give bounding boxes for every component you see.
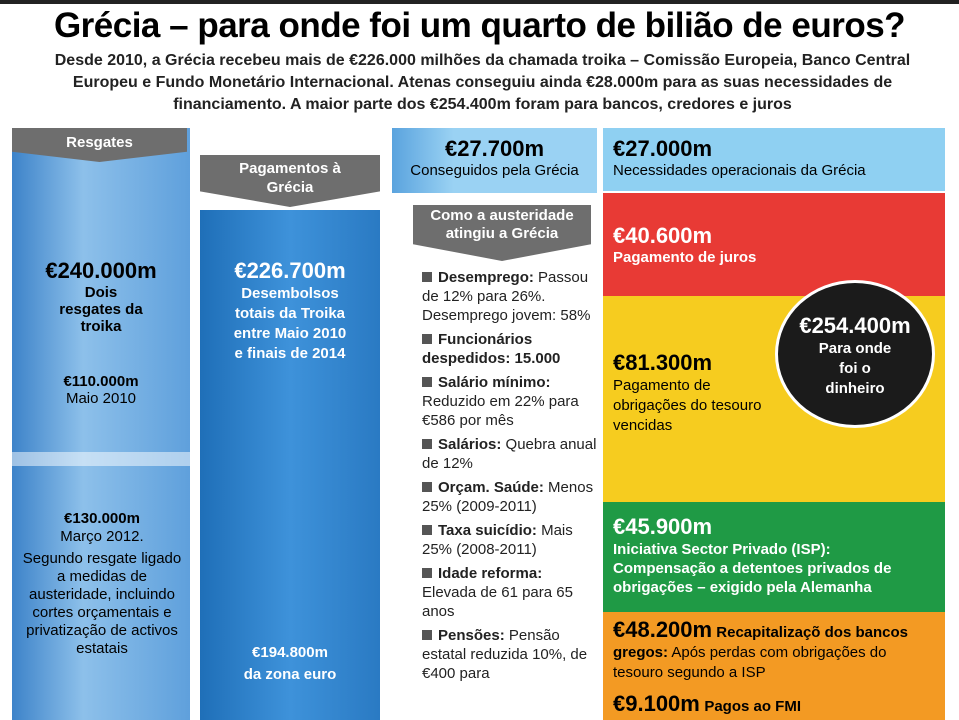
payments-label: Pagamentos à Grécia — [200, 155, 380, 207]
label: Recapitalizaçõ dos bancos gregos: — [613, 624, 908, 661]
bullet — [422, 439, 432, 449]
austerity-item: Desemprego: Passou de 12% para 26%. Dese… — [422, 268, 598, 325]
eurozone: €194.800m da zona euro — [200, 642, 380, 686]
item-label: Idade reforma: — [438, 565, 543, 582]
date: Maio 2010 — [65, 390, 137, 407]
austerity-item: Pensões: Pensão estatal reduzida 10%, de… — [422, 626, 598, 683]
bullet — [422, 377, 432, 387]
desc: Pagamento de obrigações do tesouro venci… — [613, 377, 762, 434]
item-label: Salário mínimo: — [438, 374, 551, 391]
item-text: Passou de 12% para 26%. Desemprego jovem… — [422, 269, 591, 324]
desc: Segundo resgate ligado a medidas de aust… — [22, 550, 182, 657]
item-label: Taxa suicídio: — [438, 522, 537, 539]
dest-interest: €40.600m Pagamento de juros — [603, 193, 945, 296]
amount: €226.700m — [234, 258, 346, 283]
bailout-block: €240.000m Dois resgates da troika €110.0… — [12, 258, 190, 407]
second-bailout: €130.000m Março 2012. Segundo resgate li… — [22, 510, 182, 658]
austerity-item: Salários: Quebra anual de 12% — [422, 435, 598, 473]
desc: Para onde foi o dinheiro — [818, 340, 892, 397]
amount: €48.200m — [613, 617, 713, 642]
item-text: Elevada de 61 para 65 anos — [422, 584, 573, 620]
austerity-label: Como a austeridade atingiu a Grécia — [413, 205, 591, 261]
total-circle: €254.400m Para onde foi o dinheiro — [775, 280, 935, 428]
amount: €130.000m — [64, 510, 140, 527]
desc: Conseguidos pela Grécia — [410, 162, 579, 179]
ribbon-fold — [12, 452, 190, 466]
amount: €110.000m — [63, 373, 139, 390]
item-label: Salários: — [438, 436, 502, 453]
item-text: Reduzido em 22% para €586 por mês — [422, 393, 579, 429]
desc: Dois resgates da troika — [59, 284, 143, 335]
bullet — [422, 568, 432, 578]
item-label: Pensões: — [438, 627, 505, 644]
amount: €9.100m — [613, 691, 700, 716]
austerity-item: Funcionários despedidos: 15.000 — [422, 330, 598, 368]
dest-psi: €45.900m Iniciativa Sector Privado (ISP)… — [603, 502, 945, 612]
bullet — [422, 630, 432, 640]
desc: Após perdas com obrigações do tesouro se… — [613, 644, 887, 681]
payments-ribbon — [200, 210, 380, 720]
amount: €27.700m — [444, 136, 545, 161]
item-text: Pensão estatal reduzida 10%, de €400 par… — [422, 627, 588, 682]
amount: €240.000m — [45, 258, 157, 283]
date: Março 2012. — [60, 528, 144, 545]
desc: Desembolsos totais da Troika entre Maio … — [233, 285, 347, 362]
item-text: Quebra anual de 12% — [422, 436, 597, 472]
item-text: Menos 25% (2009-2011) — [422, 479, 594, 515]
bullet — [422, 334, 432, 344]
desc: da zona euro — [243, 666, 337, 683]
dest-operational: €27.000m Necessidades operacionais da Gr… — [603, 128, 945, 191]
amount: €254.400m — [799, 313, 911, 338]
amount: €45.900m — [613, 514, 713, 539]
title: Grécia – para onde foi um quarto de bili… — [53, 6, 906, 45]
desc: Iniciativa Sector Privado (ISP): Compens… — [613, 541, 892, 596]
raised-box — [392, 128, 597, 193]
desc: Pagos ao FMI — [704, 698, 801, 715]
austerity-item: Taxa suicídio: Mais 25% (2008-2011) — [422, 521, 598, 559]
bullet — [422, 482, 432, 492]
top-rule — [0, 0, 959, 4]
amount: €40.600m — [613, 223, 713, 248]
desc: Necessidades operacionais da Grécia — [613, 162, 866, 179]
item-text: Mais 25% (2008-2011) — [422, 522, 573, 558]
austerity-item: Idade reforma: Elevada de 61 para 65 ano… — [422, 564, 598, 621]
bailout-ribbon — [12, 128, 190, 720]
item-label: Orçam. Saúde: — [438, 479, 544, 496]
payments-block: €226.700m Desembolsos totais da Troika e… — [200, 258, 380, 364]
amount: €81.300m — [613, 350, 713, 375]
bullet — [422, 525, 432, 535]
item-label: Desemprego: — [438, 269, 534, 286]
desc: Pagamento de juros — [613, 249, 757, 266]
austerity-item: Orçam. Saúde: Menos 25% (2009-2011) — [422, 478, 598, 516]
austerity-list: Desemprego: Passou de 12% para 26%. Dese… — [422, 268, 598, 688]
amount: €27.000m — [613, 136, 713, 161]
subtitle: Desde 2010, a Grécia recebeu mais de €22… — [54, 52, 911, 113]
austerity-item: Salário mínimo: Reduzido em 22% para €58… — [422, 373, 598, 430]
item-label: Funcionários despedidos: 15.000 — [422, 331, 561, 367]
dest-banks: €48.200m Recapitalizaçõ dos bancos grego… — [603, 612, 945, 720]
raised-block: €27.700m Conseguidos pela Grécia — [392, 136, 597, 179]
bullet — [422, 272, 432, 282]
amount: €194.800m — [252, 644, 328, 661]
